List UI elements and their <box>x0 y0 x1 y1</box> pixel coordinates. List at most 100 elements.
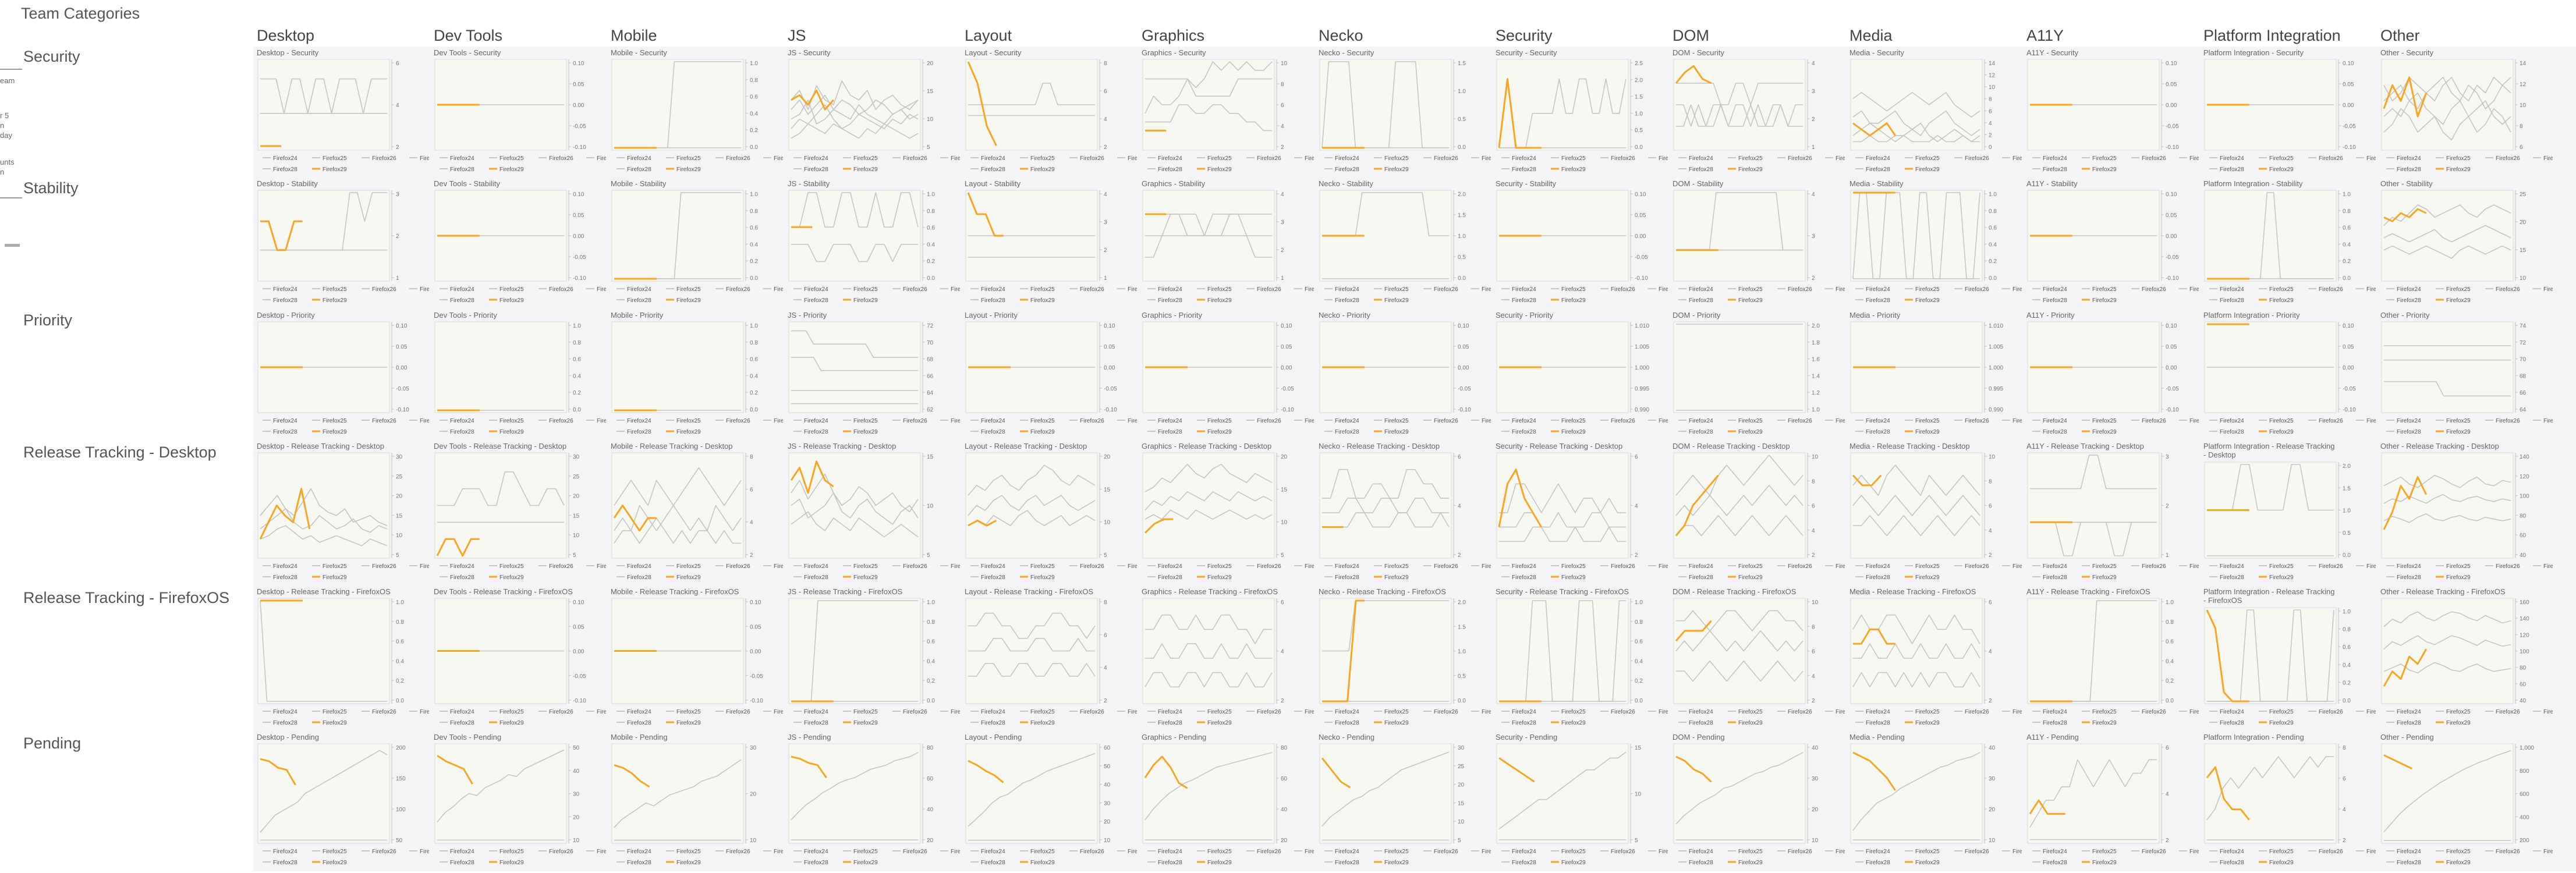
y-tick-label: 40 <box>1989 745 1996 751</box>
legend-label: Firefox27 <box>1836 286 1845 293</box>
legend-label: Firefox24 <box>1866 155 1890 162</box>
legend-label: Firefox26 <box>372 418 396 424</box>
y-tick-label: 25 <box>2520 191 2527 198</box>
chart-title: A11Y - Release Tracking - FirefoxOS <box>2026 588 2150 596</box>
y-tick-label: 15 <box>1104 487 1111 493</box>
plot-area <box>1496 452 1629 559</box>
legend-label: Firefox25 <box>1561 418 1586 424</box>
chart-layout-priority: Layout - Priority0.100.050.00-0.05-0.10F… <box>965 311 1137 435</box>
y-tick-label: 0.10 <box>573 191 584 198</box>
legend-label: Firefox24 <box>1335 709 1359 715</box>
y-tick-label: 0.10 <box>2166 191 2177 198</box>
legend-label: Firefox29 <box>2446 297 2471 304</box>
chart-security-stability: Security - Stability 0.10 0.05 0.00 -0.05 -0.… <box>1496 180 1668 304</box>
series-firefox25-line <box>1853 643 1980 659</box>
legend-label: Firefox27 <box>2012 155 2022 162</box>
chart-title: Other - Priority <box>2380 311 2430 320</box>
legend-label: Firefox24 <box>273 563 297 570</box>
legend-label: Firefox25 <box>2269 849 2294 855</box>
legend-label: Firefox29 <box>1384 860 1409 866</box>
legend-label: Firefox27 <box>2543 418 2553 424</box>
legend-label: Firefox27 <box>1305 155 1314 162</box>
legend-label: Firefox27 <box>2012 709 2022 715</box>
legend-label: Firefox28 <box>2397 166 2421 173</box>
legend-label: Firefox24 <box>1512 418 1536 424</box>
y-tick-label: 200 <box>396 745 406 751</box>
chart-title: Layout - Security <box>965 49 1022 57</box>
legend-label: Firefox25 <box>1738 286 1763 293</box>
legend-label: Firefox27 <box>1128 709 1137 715</box>
series-firefox24-line <box>1675 455 1803 496</box>
legend-label: Firefox26 <box>903 418 927 424</box>
series-firefox24-line <box>791 192 919 228</box>
legend-label: Firefox29 <box>1207 860 1232 866</box>
chart-graphics-release-tracking-firefoxos: Graphics - Release Tracking - FirefoxOS6… <box>1142 588 1314 726</box>
series-firefox25-line <box>2383 225 2511 243</box>
y-tick-label: 15 <box>573 513 580 519</box>
legend-label: Firefox25 <box>1915 849 1940 855</box>
y-tick-label: 0.0 <box>1458 144 1466 151</box>
legend-label: Firefox28 <box>273 720 297 726</box>
series-firefox29-line <box>1675 65 1712 84</box>
y-tick-label: 1.5 <box>1635 94 1643 101</box>
column-header-dom: DOM <box>1673 27 1709 44</box>
chart-dom-security: DOM - Security 4 3 2 1 Firefox24 Firefox25 Fire… <box>1673 49 1845 173</box>
legend-label: Firefox25 <box>1030 709 1055 715</box>
legend-label: Firefox27 <box>2012 418 2022 424</box>
legend-label: Firefox24 <box>2397 155 2421 162</box>
legend-label: Firefox29 <box>676 297 701 304</box>
legend-label: Firefox28 <box>1512 166 1536 173</box>
chart-desktop-release-tracking-firefoxos: Desktop - Release Tracking - FirefoxOS 1.… <box>257 588 429 726</box>
legend-label: Firefox29 <box>676 574 701 581</box>
legend-label: Firefox28 <box>1689 574 1713 581</box>
y-tick-label: 0.0 <box>1635 144 1643 151</box>
y-tick-label: 66 <box>927 373 934 379</box>
legend-label: Firefox28 <box>2043 860 2067 866</box>
left-fragment-text: r 5 n day <box>0 111 12 140</box>
y-tick-label: 1.010 <box>1635 323 1649 329</box>
series-firefox25-line <box>1675 485 1803 516</box>
legend-label: Firefox27 <box>774 155 783 162</box>
chart-title: Necko - Pending <box>1319 733 1374 741</box>
y-tick-label: 0.2 <box>927 678 935 684</box>
legend-label: Firefox24 <box>981 563 1005 570</box>
legend-label: Firefox28 <box>1158 720 1182 726</box>
y-tick-label: -0.05 <box>2343 123 2356 130</box>
legend-label: Firefox27 <box>420 563 429 570</box>
y-tick-label: 140 <box>2520 454 2529 460</box>
series-firefox29-line <box>2206 766 2250 821</box>
legend-label: Firefox26 <box>726 849 750 855</box>
legend-label: Firefox27 <box>951 155 960 162</box>
series-firefox24-line <box>968 753 1096 827</box>
legend-label: Firefox25 <box>1207 709 1232 715</box>
plot-area <box>2381 598 2514 704</box>
series-firefox25-line <box>2383 494 2511 504</box>
legend-label: Firefox25 <box>499 155 524 162</box>
y-tick-label: 72 <box>927 323 934 329</box>
y-tick-label: 25 <box>1458 764 1465 770</box>
legend-label: Firefox26 <box>1788 418 1812 424</box>
chart-a11y-security: A11Y - Security0.100.050.00-0.05-0.10Fir… <box>2026 49 2199 173</box>
legend-label: Firefox26 <box>2319 849 2343 855</box>
scroll-handle[interactable] <box>5 244 20 247</box>
y-tick-label: 50 <box>396 837 403 844</box>
legend-label: Firefox25 <box>853 709 878 715</box>
y-tick-label: 0.2 <box>750 127 758 134</box>
legend-label: Firefox29 <box>1384 574 1409 581</box>
legend-label: Firefox26 <box>549 849 573 855</box>
legend-label: Firefox29 <box>1738 574 1763 581</box>
legend-label: Firefox26 <box>2142 286 2166 293</box>
legend-label: Firefox25 <box>2092 286 2117 293</box>
series-firefox29-line <box>260 220 303 251</box>
y-tick-label: 4 <box>1104 116 1107 123</box>
legend-label: Firefox24 <box>981 286 1005 293</box>
y-tick-label: 2 <box>1104 144 1107 151</box>
chart-platform-integration-security: Platform Integration - Security 0.10 0.05 0… <box>2203 49 2376 173</box>
series-firefox25-line <box>614 505 742 531</box>
y-tick-label: 40 <box>1281 807 1288 813</box>
legend-label: Firefox25 <box>1738 418 1763 424</box>
y-tick-label: 0.0 <box>927 698 935 704</box>
legend-label: Firefox26 <box>903 286 927 293</box>
series-firefox24-line <box>1675 752 1803 825</box>
y-tick-label: -0.10 <box>396 407 409 413</box>
